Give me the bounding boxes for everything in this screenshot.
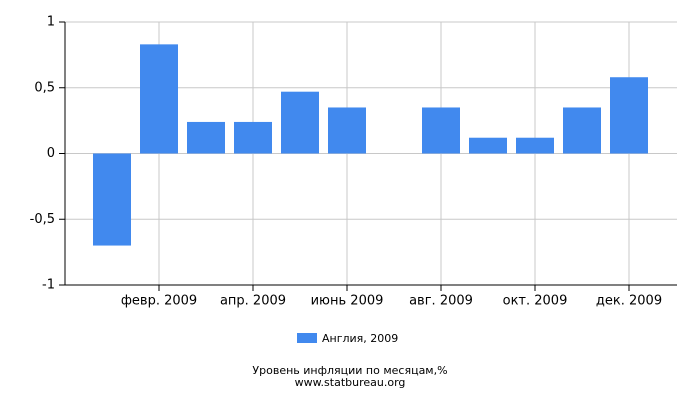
- legend-swatch: [297, 333, 317, 343]
- bar: [563, 107, 601, 154]
- x-tick-label: окт. 2009: [503, 294, 568, 309]
- bar: [187, 121, 225, 154]
- y-tick-label: -1: [42, 278, 55, 293]
- bar: [281, 91, 319, 154]
- bar: [469, 137, 507, 154]
- x-tick-label: февр. 2009: [121, 294, 197, 309]
- bar: [234, 121, 272, 154]
- x-tick-label: авг. 2009: [409, 294, 473, 309]
- chart-title: Уровень инфляции по месяцам,%: [252, 364, 447, 377]
- y-tick-label: 0,5: [34, 80, 55, 95]
- bar: [422, 107, 460, 154]
- x-tick-label: июнь 2009: [311, 294, 384, 309]
- y-tick-label: 0: [47, 146, 55, 161]
- source: www.statbureau.org: [295, 376, 406, 389]
- bar: [140, 44, 178, 154]
- x-tick-label: апр. 2009: [220, 294, 286, 309]
- x-tick-label: дек. 2009: [596, 294, 662, 309]
- y-tick-label: -0,5: [30, 212, 55, 227]
- bar: [516, 137, 554, 154]
- y-tick-label: 1: [47, 15, 55, 30]
- bar: [93, 153, 131, 246]
- bar: [328, 107, 366, 154]
- legend-label: Англия, 2009: [322, 332, 398, 345]
- bar: [610, 77, 648, 154]
